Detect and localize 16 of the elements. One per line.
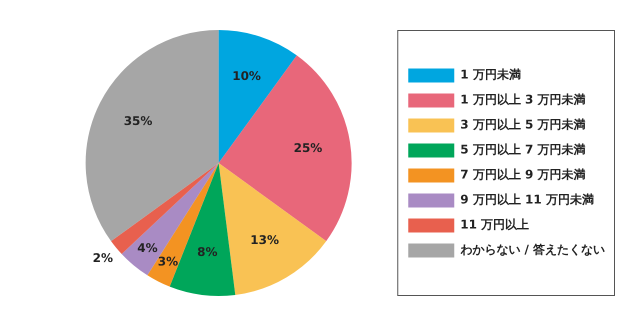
data-label: 13% [250, 232, 280, 247]
legend-label: 9 万円以上 11 万円未満 [460, 192, 594, 207]
data-label: 25% [294, 140, 322, 155]
legend-label: わからない / 答えたくない [459, 242, 606, 257]
legend-label: 1 万円未満 [460, 68, 521, 82]
legend-label: 1 万円以上 3 万円未満 [460, 92, 586, 107]
data-label: 10% [232, 69, 261, 84]
data-label: 8% [197, 244, 218, 259]
legend-label: 5 万円以上 7 万円未満 [460, 142, 586, 157]
legend-label: 11 万円以上 [460, 218, 530, 232]
data-label: 3% [158, 254, 178, 269]
data-label: 4% [137, 241, 158, 256]
legend-label: 3 万円以上 5 万円未満 [460, 118, 586, 132]
legend-label: 7 万円以上 9 万円未満 [460, 168, 586, 182]
data-label: 35% [124, 114, 152, 128]
data-label: 2% [92, 250, 114, 265]
